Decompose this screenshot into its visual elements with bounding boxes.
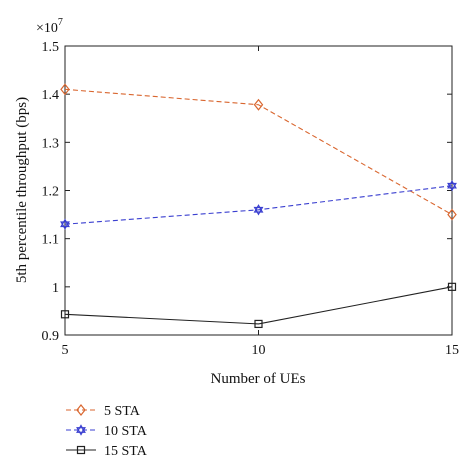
y-tick-label: 0.9 xyxy=(42,329,60,344)
x-tick-label: 15 xyxy=(445,343,459,358)
y-multiplier-exponent: 7 xyxy=(58,17,63,28)
data-point-star xyxy=(447,179,457,192)
data-point-diamond xyxy=(447,208,457,221)
legend: 5 STA 10 STA 15 STA xyxy=(66,404,148,459)
x-tick-label: 10 xyxy=(252,343,266,358)
series-10-sta xyxy=(60,179,457,230)
data-point-star xyxy=(253,204,264,216)
data-point-diamond xyxy=(60,83,70,96)
legend-entry: 10 STA xyxy=(66,424,148,439)
y-tick-label: 1.1 xyxy=(42,233,60,248)
legend-entry: 5 STA xyxy=(66,404,141,419)
legend-marker-star xyxy=(76,424,86,436)
plot-area xyxy=(64,45,453,336)
x-axis-ticks: 5 10 15 xyxy=(62,46,459,358)
y-tick-label: 1.5 xyxy=(42,40,60,55)
x-axis-label: Number of UEs xyxy=(211,371,306,387)
series-line xyxy=(64,88,453,216)
legend-label: 5 STA xyxy=(104,404,141,419)
data-point-square xyxy=(447,282,457,291)
data-point-diamond xyxy=(253,98,264,111)
series-5-sta xyxy=(60,83,457,221)
y-multiplier: ×107 xyxy=(36,17,63,36)
y-tick-label: 1.4 xyxy=(42,88,60,103)
legend-marker-diamond xyxy=(76,404,86,416)
y-axis-ticks: 0.9 1 1.1 1.2 1.3 1.4 1.5 xyxy=(42,40,452,344)
legend-label: 10 STA xyxy=(104,424,148,439)
legend-label: 15 STA xyxy=(104,444,148,459)
x-tick-label: 5 xyxy=(62,343,69,358)
series-line xyxy=(64,185,453,225)
legend-entry: 15 STA xyxy=(66,444,148,459)
series-line xyxy=(64,286,453,325)
y-tick-label: 1.2 xyxy=(42,185,60,200)
series-15-sta xyxy=(60,282,457,329)
y-tick-label: 1 xyxy=(52,281,59,296)
y-tick-label: 1.3 xyxy=(42,136,60,151)
series-layer xyxy=(60,83,457,329)
y-axis-label: 5th percentile throughput (bps) xyxy=(14,97,30,283)
data-point-square xyxy=(60,310,70,319)
data-point-star xyxy=(60,218,70,230)
legend-marker-square xyxy=(76,445,86,455)
data-point-square xyxy=(254,319,263,329)
